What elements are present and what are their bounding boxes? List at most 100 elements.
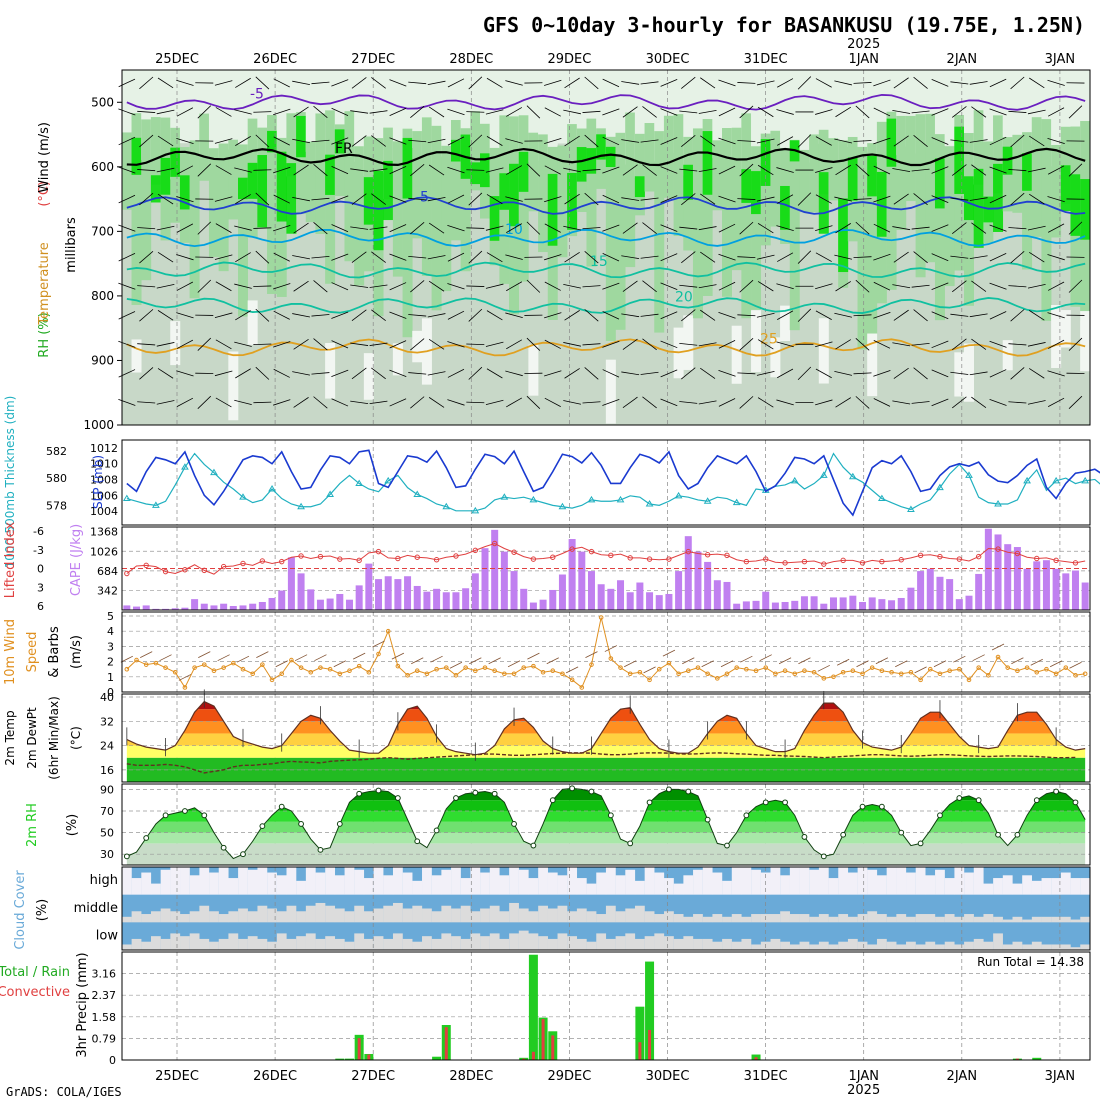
- cloud-cell-middle: [209, 911, 219, 922]
- top-date-label: 26DEC: [253, 52, 297, 67]
- cape-bar: [520, 589, 527, 610]
- cloud-cell-low: [829, 944, 839, 950]
- cloud-cell-high: [141, 873, 151, 895]
- rh-dry-band: [306, 70, 316, 152]
- bottom-date-label: 28DEC: [449, 1069, 493, 1084]
- cloud-cell-middle: [248, 911, 258, 922]
- cloud-cell-high: [683, 875, 693, 894]
- cape-bar: [598, 584, 605, 610]
- cloud-cell-high: [480, 873, 490, 895]
- precip-tick-label: 0.79: [92, 1032, 117, 1045]
- cloud-cell-high: [470, 867, 480, 895]
- cloud-cell-low: [296, 936, 306, 950]
- cloud-cell-middle: [383, 906, 393, 923]
- rh-point: [802, 835, 807, 840]
- cloud-cell-high: [935, 870, 945, 895]
- cloud-cell-middle: [712, 914, 722, 922]
- cloud-cell-middle: [267, 909, 277, 923]
- cloud-cell-middle: [867, 911, 877, 922]
- cloud-cell-low: [451, 936, 461, 950]
- slp-tick-label: 1012: [90, 442, 118, 455]
- cloud-cell-middle: [1042, 917, 1052, 923]
- cloud-cell-middle: [345, 911, 355, 922]
- slp-frame: [122, 440, 1090, 525]
- cape-bar: [559, 575, 566, 610]
- cloud-cell-middle: [664, 911, 674, 922]
- rh-dry-pocket: [132, 339, 142, 372]
- cloud-cell-low: [132, 939, 142, 950]
- cloud-cell-low: [354, 933, 364, 950]
- cloud-cell-high: [887, 867, 897, 895]
- cloud-row-label: low: [96, 928, 119, 943]
- cloud-cell-high: [316, 873, 326, 895]
- cloud-cell-high: [180, 867, 190, 895]
- cape-bar: [878, 599, 885, 610]
- cloud-cell-middle: [296, 911, 306, 922]
- precip-tick-label: 0: [109, 1054, 116, 1067]
- cloud-cell-low: [645, 936, 655, 950]
- wind10-barb: [837, 659, 849, 665]
- slp-y-title: SLP (mb): [91, 455, 105, 509]
- pressure-tick-label: 500: [91, 95, 114, 109]
- rh-tick-label: 90: [100, 783, 114, 796]
- temp-band: [122, 733, 1090, 745]
- cloud-cell-middle: [509, 903, 519, 922]
- wind10-barb: [585, 652, 597, 658]
- top-date-label: 29DEC: [547, 52, 591, 67]
- rh-point: [821, 854, 826, 859]
- cloud-cell-high: [538, 867, 548, 895]
- rh-moist-band: [790, 140, 800, 330]
- cloud-cell-high: [122, 867, 132, 895]
- rh-dry-pocket: [364, 353, 374, 400]
- cloud-cell-low: [316, 939, 326, 950]
- rh-dry-pocket: [528, 345, 538, 396]
- cloud-cell-low: [228, 933, 238, 950]
- rh-saturated-band: [548, 174, 558, 246]
- cloud-cell-middle: [587, 911, 597, 922]
- cape-bar: [549, 590, 556, 610]
- cloud-cell-low: [838, 942, 848, 950]
- cape-tick-label: 342: [97, 584, 118, 597]
- temp-band: [122, 709, 1090, 721]
- rh-dry-band: [441, 70, 451, 157]
- cloud-cell-high: [1003, 875, 1013, 894]
- wind10-barb: [527, 653, 539, 659]
- bottom-date-label: 30DEC: [646, 1069, 690, 1084]
- cloud-cell-middle: [732, 914, 742, 922]
- bottom-date-label: 2JAN: [947, 1069, 978, 1084]
- rh-point: [744, 813, 749, 818]
- cloud-cell-middle: [625, 909, 635, 923]
- bottom-date-label: 31DEC: [744, 1069, 788, 1084]
- cloud-cell-middle: [703, 917, 713, 923]
- rh-moist-band: [228, 140, 238, 220]
- cape-bar: [888, 600, 895, 610]
- rh-moist-band: [451, 120, 461, 240]
- cloud-cell-low: [800, 942, 810, 950]
- cloud-cell-high: [616, 875, 626, 894]
- cloud-cell-middle: [499, 911, 509, 922]
- cloud-cell-middle: [858, 914, 868, 922]
- rh-saturated-band: [780, 186, 790, 230]
- credit-label: GrADS: COLA/IGES: [6, 1085, 122, 1099]
- rh-moist-band: [664, 116, 674, 198]
- rh-moist-band: [858, 147, 868, 349]
- rh-point: [395, 796, 400, 801]
- cloud-cell-high: [238, 867, 248, 895]
- isotherm-label-5: 5: [420, 190, 429, 206]
- wind-y-title-1: 10m Wind: [3, 619, 18, 685]
- cloud-cell-low: [558, 933, 568, 950]
- cloud-cell-low: [529, 933, 539, 950]
- cape-bar: [1053, 569, 1060, 610]
- rh-saturated-band: [964, 176, 974, 220]
- cloud-cell-low: [170, 933, 180, 950]
- lifted-tick-label: 0: [37, 563, 44, 576]
- cloud-cell-middle: [1003, 920, 1013, 923]
- cloud-cell-low: [790, 944, 800, 950]
- rh-point: [667, 787, 672, 792]
- cloud-cell-low: [499, 939, 509, 950]
- rh-dry-band: [799, 70, 809, 152]
- top-date-label: 1JAN: [848, 52, 879, 67]
- slp-line: [127, 450, 1100, 515]
- rh-saturated-band: [606, 147, 616, 167]
- cloud-cell-high: [625, 870, 635, 895]
